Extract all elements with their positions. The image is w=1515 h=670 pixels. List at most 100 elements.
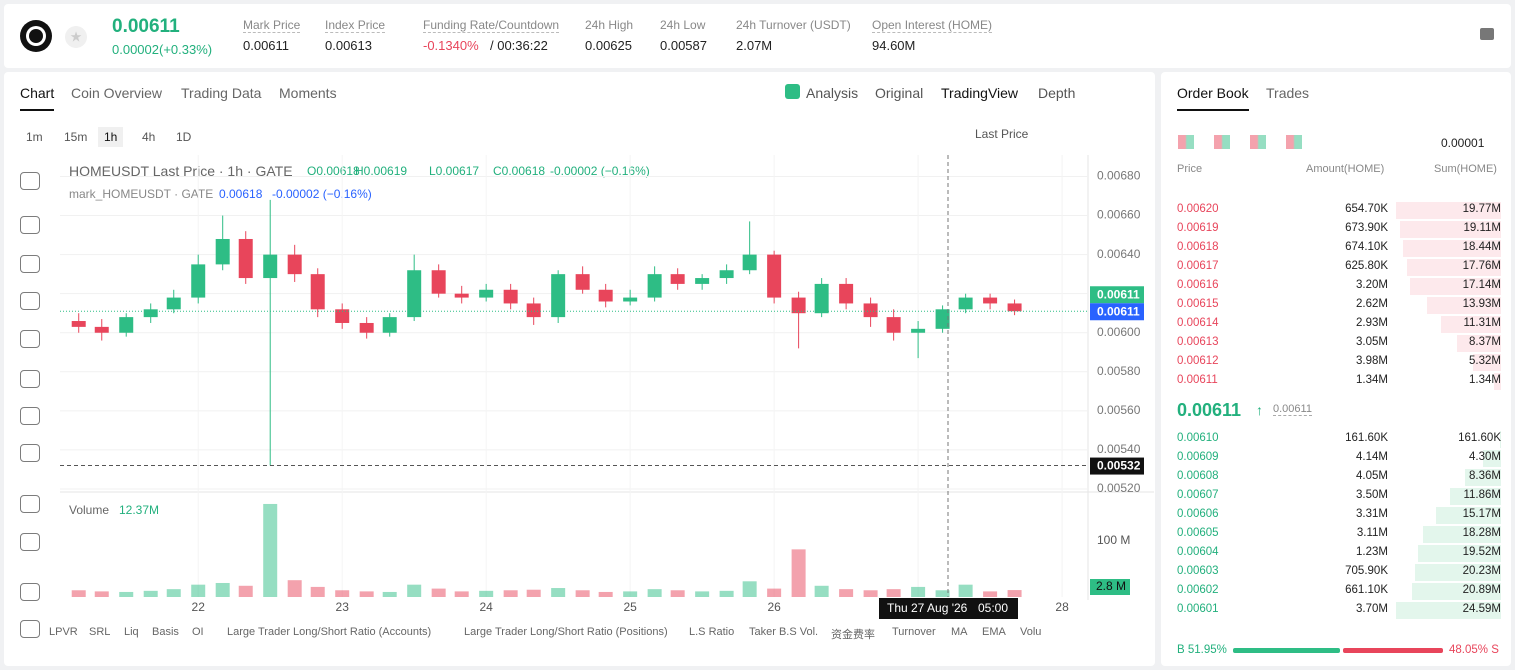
volume-bar bbox=[695, 591, 710, 597]
tool-icon[interactable] bbox=[20, 370, 40, 388]
indicator-tab[interactable]: MA bbox=[951, 626, 968, 638]
icon-book[interactable] bbox=[1480, 28, 1494, 40]
layout-icon[interactable] bbox=[1250, 135, 1266, 149]
tab[interactable]: Trading Data bbox=[181, 85, 262, 101]
volume-bar bbox=[839, 589, 854, 597]
candle-body bbox=[94, 326, 109, 333]
price-label-box bbox=[1090, 286, 1144, 304]
volume-bar bbox=[1007, 590, 1022, 597]
ob-sum: 8.36M bbox=[1469, 470, 1501, 482]
ob-column: Price bbox=[1177, 163, 1203, 175]
chart-title: HOMEUSDT Last Price · 1h · GATE bbox=[69, 163, 293, 179]
tool-icon[interactable] bbox=[20, 330, 40, 348]
stat-value: 0.00587 bbox=[660, 38, 707, 53]
ob-amount: 661.10K bbox=[1345, 584, 1388, 596]
ob-price: 0.00605 bbox=[1177, 527, 1219, 539]
layout-icon[interactable] bbox=[1214, 135, 1230, 149]
ob-price: 0.00619 bbox=[1177, 222, 1219, 234]
crosshair-date: Thu 27 Aug '26 bbox=[887, 601, 968, 615]
indicator-tab[interactable]: LPVR bbox=[49, 626, 78, 638]
candle-body bbox=[119, 317, 134, 333]
layout-icon[interactable] bbox=[1286, 135, 1302, 149]
ob-tab[interactable]: Order Book bbox=[1177, 85, 1249, 111]
candle-body bbox=[647, 274, 662, 298]
price-label: 0.00611 bbox=[1097, 304, 1140, 318]
interval[interactable]: 1D bbox=[176, 130, 192, 144]
indicator-tab[interactable]: OI bbox=[192, 626, 204, 638]
ob-sum: 17.76M bbox=[1462, 260, 1501, 272]
indicator-tab[interactable]: Liq bbox=[124, 626, 139, 638]
layout-icon[interactable] bbox=[1178, 135, 1194, 149]
indicator-tab[interactable]: EMA bbox=[982, 626, 1006, 638]
candle-body bbox=[911, 328, 926, 333]
indicator-tab[interactable]: SRL bbox=[89, 626, 111, 638]
candle-body bbox=[886, 317, 901, 333]
indicator-tab[interactable]: Volu bbox=[1020, 626, 1042, 638]
indicator-tab[interactable]: Large Trader Long/Short Ratio (Accounts) bbox=[227, 626, 432, 638]
candle-body bbox=[719, 270, 734, 279]
y-tick-label: 0.00580 bbox=[1097, 364, 1141, 378]
x-tick-label: 23 bbox=[336, 600, 350, 614]
ob-amount: 3.50M bbox=[1356, 489, 1388, 501]
tab[interactable]: Coin Overview bbox=[71, 85, 163, 101]
x-tick-label: 22 bbox=[192, 600, 206, 614]
ob-amount: 673.90K bbox=[1345, 222, 1388, 234]
depth-bar bbox=[1399, 221, 1501, 238]
candle-body bbox=[742, 254, 757, 271]
depth-bar bbox=[1500, 431, 1501, 448]
precision[interactable]: 0.00001 bbox=[1441, 136, 1485, 150]
tool-icon[interactable] bbox=[20, 583, 40, 601]
tool-icon[interactable] bbox=[20, 172, 40, 190]
tool-icon[interactable] bbox=[20, 255, 40, 273]
indicator-tab[interactable]: Large Trader Long/Short Ratio (Positions… bbox=[464, 626, 668, 638]
tool-icon[interactable] bbox=[20, 292, 40, 310]
candle-body bbox=[767, 254, 782, 298]
depth-bar bbox=[1472, 354, 1501, 371]
tool-icon[interactable] bbox=[20, 495, 40, 513]
tool-icon[interactable] bbox=[20, 216, 40, 234]
view-option[interactable]: Analysis bbox=[806, 85, 859, 101]
y-tick-label: 0.00520 bbox=[1097, 481, 1141, 495]
tool-icon[interactable] bbox=[20, 407, 40, 425]
volume-bar bbox=[791, 549, 806, 597]
x-tick-label: 26 bbox=[767, 600, 781, 614]
tab[interactable]: Moments bbox=[279, 85, 337, 101]
indicator-tab[interactable]: Basis bbox=[152, 626, 179, 638]
tool-icon[interactable] bbox=[20, 533, 40, 551]
favorite-star[interactable]: ★ bbox=[64, 25, 88, 49]
stat-label: Funding Rate/Countdown bbox=[423, 18, 560, 33]
interval[interactable]: 1h bbox=[98, 127, 124, 147]
ob-sum: 15.17M bbox=[1462, 508, 1501, 520]
tool-icon[interactable] bbox=[20, 444, 40, 462]
tool-icon[interactable] bbox=[20, 620, 40, 638]
indicator-tab[interactable]: L.S Ratio bbox=[689, 626, 735, 638]
candle-body bbox=[935, 309, 950, 329]
tab[interactable]: Chart bbox=[20, 85, 55, 111]
price-type[interactable]: Last Price bbox=[975, 127, 1029, 141]
view-option[interactable]: TradingView bbox=[941, 85, 1019, 101]
view-option[interactable]: Original bbox=[875, 85, 924, 101]
interval[interactable]: 1m bbox=[26, 130, 43, 144]
volume-bar bbox=[94, 591, 109, 597]
indicator-tab[interactable]: Turnover bbox=[892, 626, 936, 638]
ob-amount: 3.70M bbox=[1356, 603, 1388, 615]
ob-sum: 18.28M bbox=[1462, 527, 1501, 539]
candle-body bbox=[454, 293, 469, 298]
view-option[interactable]: Depth bbox=[1038, 85, 1076, 101]
depth-bar bbox=[1417, 545, 1501, 562]
volume-bar bbox=[191, 584, 206, 597]
interval[interactable]: 15m bbox=[64, 130, 88, 144]
candle-body bbox=[382, 317, 397, 333]
ob-amount: 3.31M bbox=[1356, 508, 1388, 520]
ob-sum: 161.60K bbox=[1458, 432, 1501, 444]
indicator-tab[interactable]: 资金费率 bbox=[831, 629, 875, 641]
ob-amount: 1.23M bbox=[1356, 546, 1388, 558]
ob-price: 0.00618 bbox=[1177, 241, 1219, 253]
depth-bar bbox=[1482, 450, 1501, 467]
ob-tab[interactable]: Trades bbox=[1266, 85, 1310, 101]
indicator-tab[interactable]: Taker B.S Vol. bbox=[749, 626, 819, 638]
candle-body bbox=[431, 270, 446, 294]
interval[interactable]: 4h bbox=[142, 130, 156, 144]
volume-bar bbox=[719, 590, 734, 597]
